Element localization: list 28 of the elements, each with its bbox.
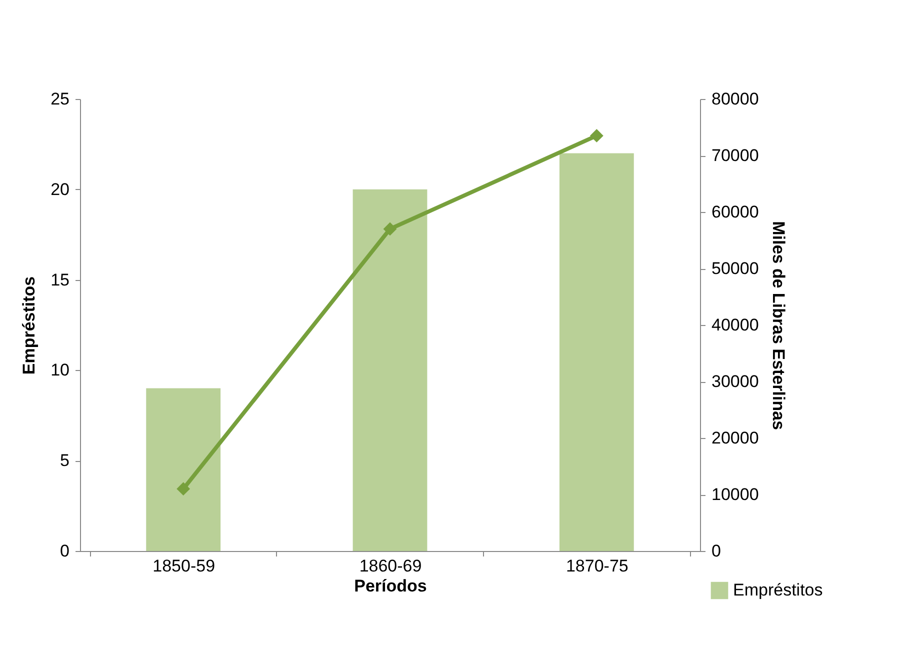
point [383, 222, 397, 236]
x-tick-label: 1850-59 [152, 556, 216, 576]
x-tick-label: 1860-69 [359, 556, 422, 576]
y2-tick-label: 80000 [712, 90, 759, 108]
y-tick-label: 0 [60, 542, 70, 560]
y2-tick-label: 40000 [712, 316, 759, 334]
y-axis-title: Empréstitos [20, 276, 39, 375]
y2-tick-label: 60000 [712, 202, 759, 222]
point [176, 482, 190, 496]
y2-tick-label: 0 [712, 542, 721, 560]
bar [559, 153, 634, 551]
y-tick-label: 10 [50, 360, 70, 380]
x-tick-label: 1870-75 [566, 556, 628, 576]
y2-tick-label: 20000 [712, 428, 759, 448]
point [590, 129, 604, 142]
x-axis-title: Períodos [354, 576, 427, 596]
y2-axis-title: Miles de Libras Esterlinas [768, 221, 788, 430]
y2-tick-label: 30000 [712, 372, 759, 391]
y-tick-label: 5 [60, 451, 70, 470]
legend-label: Empréstitos [733, 580, 823, 600]
y2-tick-label: 70000 [712, 146, 759, 165]
y-tick-label: 25 [50, 90, 70, 108]
y-tick-label: 15 [50, 270, 70, 290]
bar [146, 388, 221, 551]
bar [352, 189, 428, 551]
y-tick-label: 20 [50, 180, 70, 199]
y2-tick-label: 50000 [712, 259, 759, 278]
y2-tick-label: 10000 [712, 485, 759, 504]
